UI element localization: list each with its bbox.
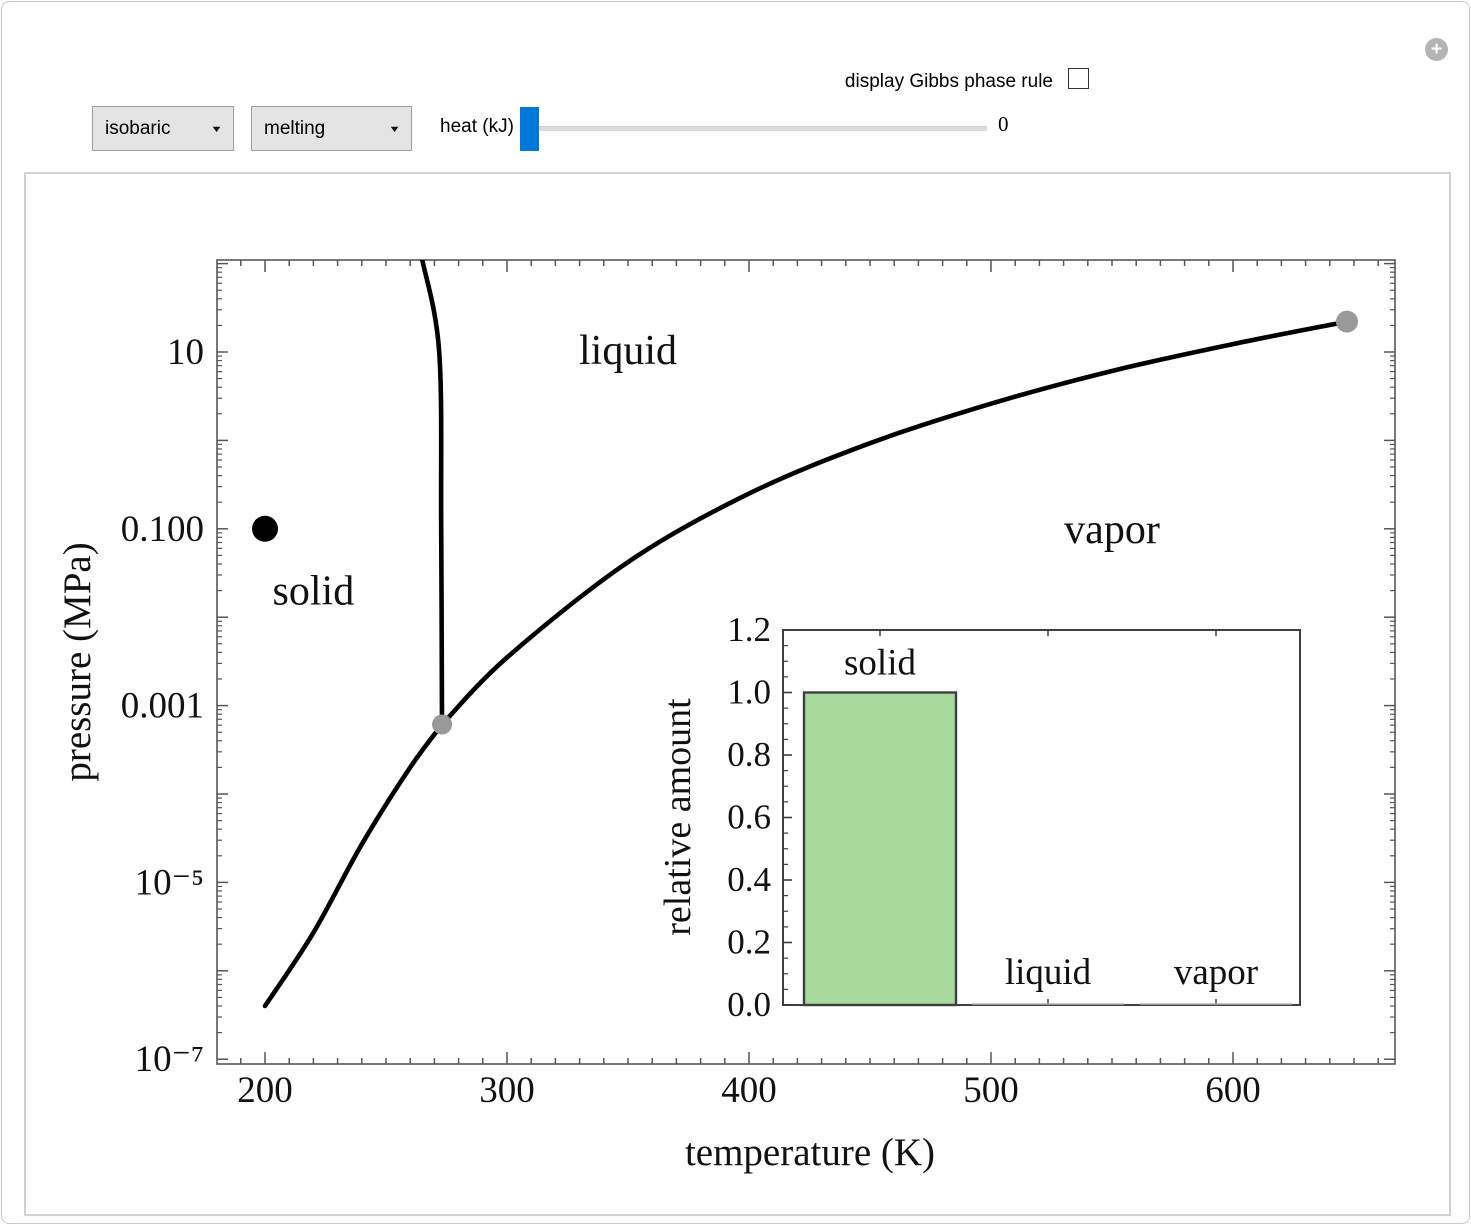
mode-dropdown-value: isobaric [105, 117, 171, 139]
coexistence-curves [262, 260, 1350, 1009]
inset-y-tick-label: 1.2 [727, 610, 771, 649]
mode-dropdown[interactable]: isobaric ▼ [92, 106, 234, 151]
triple-point-marker [432, 714, 453, 735]
chevron-down-icon: ▼ [210, 123, 223, 134]
x-tick-label: 600 [1205, 1070, 1261, 1111]
inset-y-tick-label: 0.8 [727, 735, 771, 774]
critical-point-marker [1335, 310, 1358, 333]
process-dropdown[interactable]: melting ▼ [251, 106, 412, 151]
inset-y-tick-label: 0.6 [727, 798, 771, 837]
main-phase-diagram: 200 300 400 500 600 10 0.100 0.001 10⁻⁵ 10⁻⁷ tempe… [56, 259, 1396, 1174]
y-tick-label: 10⁻⁷ [135, 1039, 204, 1080]
heat-slider-thumb[interactable] [520, 107, 539, 151]
inset-y-tick-label: 0.2 [727, 923, 771, 962]
region-label-liquid: liquid [579, 328, 677, 374]
inset-bar-chart: 0.0 0.2 0.4 0.6 0.8 1.0 1.2 solid liquid vapor rel… [657, 610, 1301, 1024]
region-label-solid: solid [273, 569, 355, 615]
expand-controls-icon[interactable]: + [1425, 38, 1448, 61]
heat-slider-label: heat (kJ) [440, 116, 514, 137]
y-tick-label: 10⁻⁵ [135, 862, 204, 903]
y-tick-label: 0.001 [121, 686, 204, 727]
state-point-marker [252, 515, 278, 542]
bar-solid [802, 691, 958, 1007]
main-plot-frame [216, 259, 1396, 1065]
region-label-vapor: vapor [1064, 507, 1160, 553]
y-tick-label: 0.100 [121, 509, 204, 550]
heat-slider-track[interactable] [524, 126, 987, 131]
y-axis-ticks [217, 262, 1395, 1060]
bar-label-solid: solid [844, 643, 916, 684]
y-tick-label: 10 [167, 332, 204, 373]
x-tick-label: 200 [237, 1070, 293, 1111]
inset-y-tick-label: 0.4 [727, 860, 771, 899]
vaporization-curve [439, 319, 1350, 727]
y-axis-label: pressure (MPa) [56, 542, 99, 781]
chevron-down-icon: ▼ [388, 123, 401, 134]
gibbs-phase-rule-label: display Gibbs phase rule [844, 71, 1053, 92]
bar-label-vapor: vapor [1174, 952, 1258, 993]
inset-y-tick-label: 0.0 [727, 985, 771, 1024]
melting-curve [420, 260, 445, 727]
x-axis-label: temperature (K) [685, 1131, 935, 1174]
x-tick-label: 500 [963, 1070, 1019, 1111]
x-tick-label: 300 [479, 1070, 535, 1111]
bar-label-liquid: liquid [1005, 952, 1092, 993]
x-axis-ticks [240, 260, 1379, 1064]
x-tick-label: 400 [721, 1070, 777, 1111]
gibbs-phase-rule-checkbox[interactable] [1068, 68, 1089, 89]
process-dropdown-value: melting [264, 117, 326, 139]
inset-y-axis-label: relative amount [657, 698, 699, 936]
heat-slider-value: 0 [998, 112, 1009, 136]
inset-y-tick-label: 1.0 [727, 673, 771, 712]
sublimation-curve [262, 722, 445, 1009]
